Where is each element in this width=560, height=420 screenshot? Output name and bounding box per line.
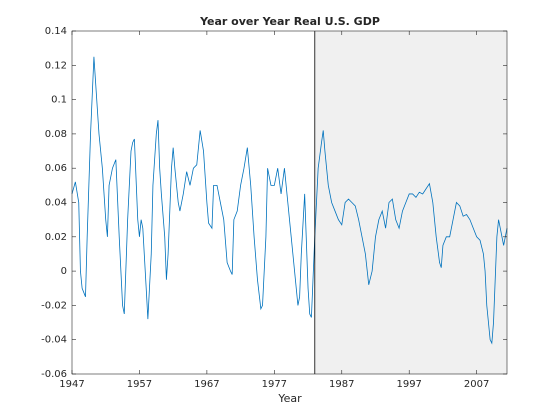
y-tick-label: 0.04 xyxy=(45,198,67,209)
data-line xyxy=(71,56,508,345)
x-axis-label: Year xyxy=(277,392,302,405)
chart-title: Year over Year Real U.S. GDP xyxy=(199,15,380,28)
y-tick-label: 0.08 xyxy=(45,129,67,140)
y-tick-label: 0.12 xyxy=(45,60,67,71)
y-tick-label: 0.14 xyxy=(45,26,67,37)
x-tick-label: 2007 xyxy=(464,379,489,390)
x-tick-label: 1967 xyxy=(194,379,219,390)
shaded-region xyxy=(314,31,507,374)
x-tick-label: 1987 xyxy=(329,379,354,390)
x-tick-label: 1977 xyxy=(262,379,287,390)
x-tick-label: 1997 xyxy=(396,379,421,390)
y-tick-label: 0 xyxy=(61,266,67,277)
y-tick-label: -0.04 xyxy=(41,335,67,346)
y-tick-label: 0.1 xyxy=(51,95,67,106)
y-tick-label: 0.06 xyxy=(45,163,67,174)
x-tick-label: 1947 xyxy=(59,379,84,390)
x-tick-label: 1957 xyxy=(127,379,152,390)
y-tick-label: -0.06 xyxy=(41,369,67,380)
y-tick-label: -0.02 xyxy=(41,300,67,311)
y-tick-label: 0.02 xyxy=(45,232,67,243)
